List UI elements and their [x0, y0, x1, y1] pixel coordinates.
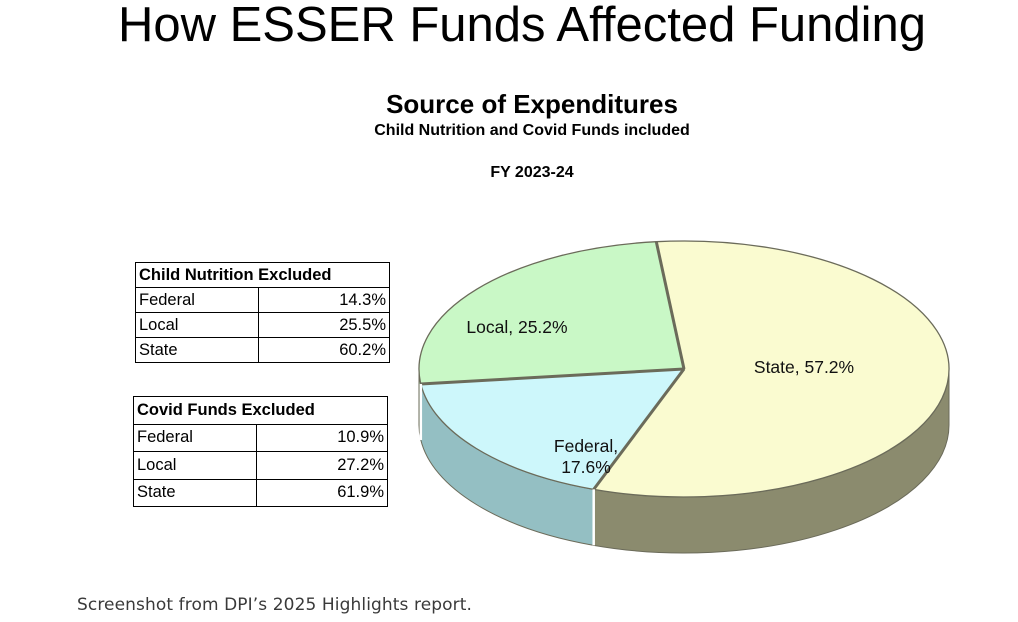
chart-title: Source of Expenditures [386, 89, 678, 119]
table-row: State 61.9% [133, 478, 388, 507]
table-header: Covid Funds Excluded [133, 396, 388, 425]
child-nutrition-excluded-table: Child Nutrition Excluded Federal 14.3% L… [135, 262, 390, 363]
caption: Screenshot from DPI’s 2025 Highlights re… [77, 595, 473, 615]
pie-label-local: Local, 25.2% [466, 317, 567, 337]
pie-slice-local [418, 241, 685, 385]
table-row: Federal 14.3% [135, 287, 390, 313]
chart-period: FY 2023-24 [490, 164, 574, 181]
table-cell-value: 60.2% [258, 337, 390, 363]
pie-label-state: State, 57.2% [754, 357, 854, 377]
pie-slice-divider [592, 368, 686, 491]
table-cell-category: Local [135, 312, 259, 338]
pie-slice-divider [654, 241, 686, 370]
table-cell-value: 61.9% [256, 478, 388, 507]
pie-slice-divider [420, 367, 685, 386]
table-cell-value: 27.2% [256, 451, 388, 480]
table-row: Local 25.5% [135, 312, 390, 338]
table-cell-value: 14.3% [258, 287, 390, 313]
table-row: State 60.2% [135, 337, 390, 363]
slide-title: How ESSER Funds Affected Funding [117, 0, 927, 52]
covid-funds-excluded-table: Covid Funds Excluded Federal 10.9% Local… [133, 396, 388, 507]
chart-subtitle: Child Nutrition and Covid Funds included [374, 122, 690, 139]
table-row: Federal 10.9% [133, 423, 388, 452]
table-cell-category: State [135, 337, 259, 363]
pie-label-federal: Federal, 17.6% [554, 436, 618, 477]
table-cell-category: State [133, 478, 257, 507]
table-cell-value: 25.5% [258, 312, 390, 338]
pie-slice-federal [420, 368, 686, 491]
pie-slice-state [592, 240, 950, 498]
table-cell-category: Federal [133, 423, 257, 452]
